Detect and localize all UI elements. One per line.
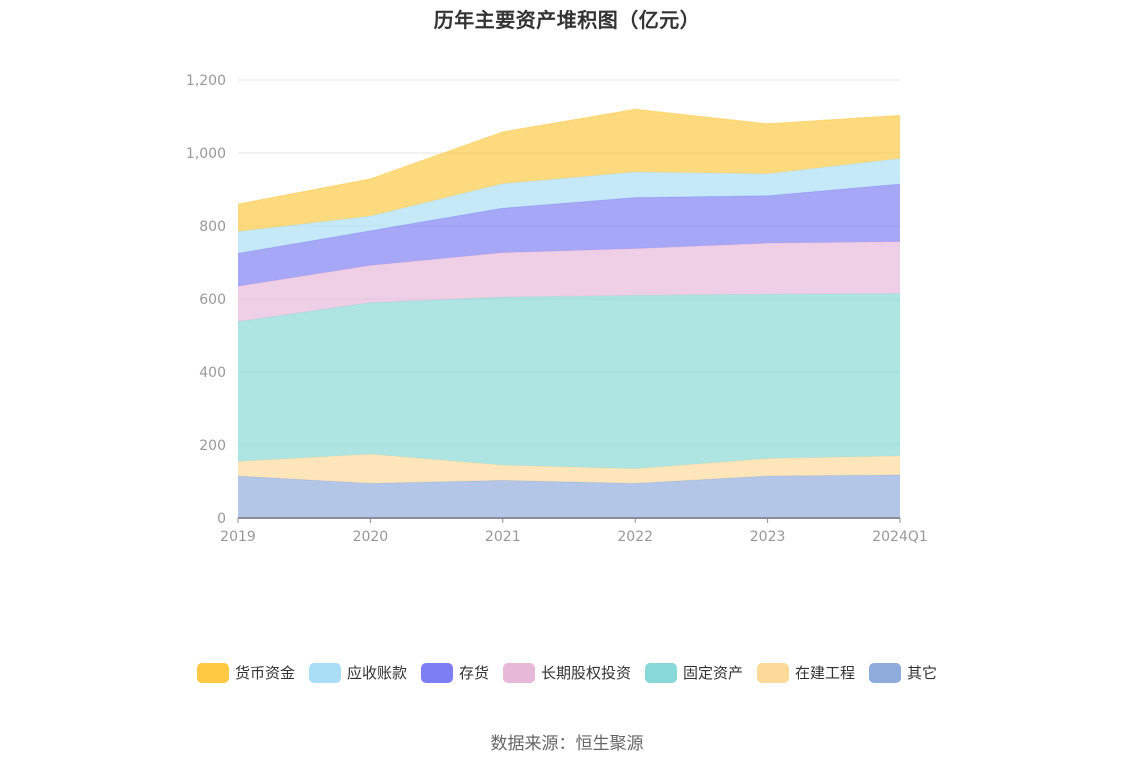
- legend-swatch: [420, 662, 453, 683]
- legend-item[interactable]: 长期股权投资: [502, 662, 631, 683]
- y-tick-label: 600: [199, 292, 226, 308]
- area-series-0: [238, 474, 900, 518]
- y-tick-label: 1,200: [186, 73, 226, 89]
- legend-label: 长期股权投资: [540, 664, 631, 682]
- area-series-5: [238, 158, 900, 254]
- legend-label: 应收账款: [346, 664, 407, 682]
- x-tick-label: 2023: [750, 529, 786, 545]
- legend-swatch: [502, 662, 535, 683]
- x-tick-label: 2019: [220, 529, 256, 545]
- legend-swatch: [308, 662, 341, 683]
- data-source-text: 数据来源：恒生聚源: [490, 734, 644, 754]
- legend-item[interactable]: 其它: [869, 662, 937, 683]
- legend-swatch: [757, 662, 790, 683]
- legend-item[interactable]: 在建工程: [757, 662, 855, 683]
- legend-label: 在建工程: [795, 664, 856, 682]
- area-series-6: [238, 109, 900, 232]
- legend-label: 货币资金: [234, 664, 295, 682]
- legend-item[interactable]: 应收账款: [308, 662, 407, 683]
- x-tick-label: 2024Q1: [872, 529, 928, 545]
- legend-swatch: [869, 662, 902, 683]
- legend-label: 其它: [907, 664, 938, 682]
- x-tick-label: 2021: [485, 529, 521, 545]
- area-series-4: [238, 184, 900, 287]
- y-tick-label: 800: [199, 219, 226, 235]
- legend-label: 存货: [458, 664, 489, 682]
- legend-item[interactable]: 货币资金: [196, 662, 295, 683]
- area-series-2: [238, 293, 900, 469]
- y-tick-label: 0: [217, 511, 226, 527]
- x-tick-label: 2022: [617, 529, 653, 545]
- y-tick-label: 400: [199, 365, 226, 381]
- legend-label: 固定资产: [683, 664, 744, 682]
- y-tick-label: 1,000: [186, 146, 226, 162]
- x-tick-label: 2020: [353, 529, 389, 545]
- y-tick-label: 200: [199, 438, 226, 454]
- chart-title: 历年主要资产堆积图（亿元）: [433, 8, 701, 32]
- legend-swatch: [196, 662, 229, 683]
- area-series-3: [238, 241, 900, 322]
- legend-swatch: [645, 662, 677, 683]
- legend-item[interactable]: 固定资产: [645, 662, 743, 683]
- area-edge-line: [237, 108, 901, 205]
- legend: 货币资金 应收账款 存货 长期股权投资 固定资产 在建工程 其它: [0, 662, 1134, 683]
- legend-item[interactable]: 存货: [420, 662, 489, 683]
